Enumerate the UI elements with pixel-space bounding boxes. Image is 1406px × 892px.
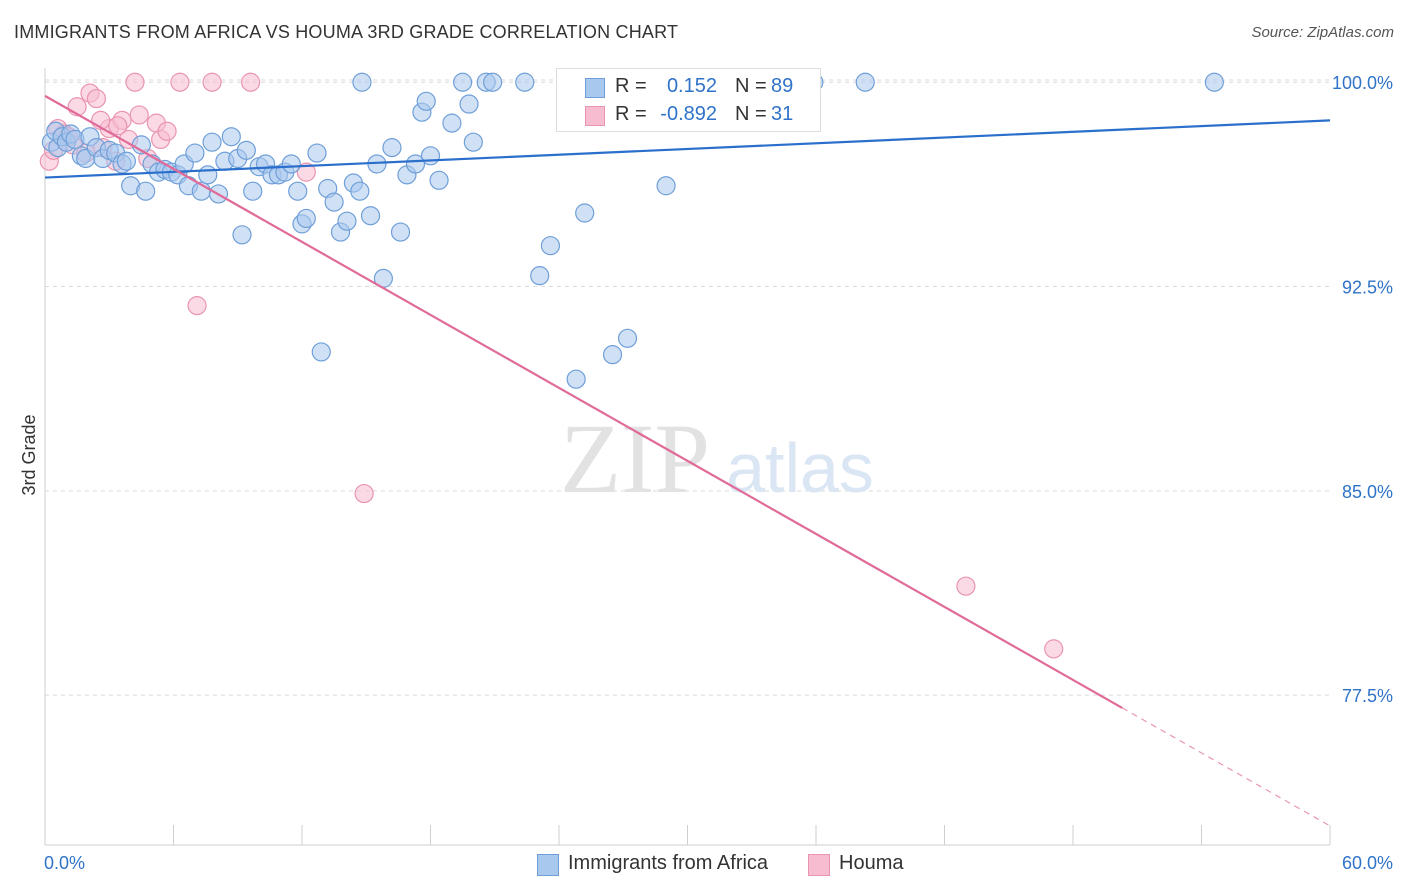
africa-point (324, 192, 344, 212)
africa-point (405, 154, 426, 174)
africa-point (429, 170, 449, 190)
houma-point (1044, 639, 1064, 659)
houma-point (129, 105, 149, 125)
houma-point (157, 121, 177, 141)
houma-point (170, 72, 190, 92)
africa-point (382, 138, 402, 158)
houma-point (354, 483, 374, 504)
legend-n-label: N = (735, 103, 767, 125)
houma-trend-extension (1121, 707, 1331, 827)
africa-point (307, 143, 327, 163)
legend-r-label: R = (615, 103, 647, 125)
houma-point (187, 296, 207, 316)
houma-point (108, 116, 128, 136)
africa-point (416, 91, 436, 111)
africa-point (515, 72, 535, 92)
africa-point (530, 266, 550, 286)
houma-point (241, 72, 261, 92)
africa-point (566, 369, 586, 389)
africa-point (350, 181, 370, 201)
correlation-legend: R = 0.152 N = 89 R = -0.892 N = 31 (556, 68, 821, 132)
legend-label-houma: Houma (839, 852, 904, 874)
legend-label-africa: Immigrants from Africa (568, 852, 769, 874)
x-tick-label: 60.0% (1342, 853, 1393, 873)
africa-point (232, 225, 252, 245)
y-axis-label: 3rd Grade (19, 414, 39, 495)
legend-row-houma: R = -0.892 N = 31 (557, 101, 820, 129)
africa-point (221, 127, 241, 147)
watermark-atlas: atlas (726, 429, 874, 507)
africa-trend-line (44, 119, 1331, 179)
legend-n-value: 31 (771, 103, 794, 125)
chart-title: IMMIGRANTS FROM AFRICA VS HOUMA 3RD GRAD… (14, 22, 679, 42)
legend-r-value: 0.152 (666, 75, 717, 97)
legend-n-label: N = (735, 75, 767, 97)
africa-point (390, 222, 411, 242)
houma-point (956, 576, 976, 596)
legend-r-label: R = (615, 75, 647, 97)
houma-point (86, 88, 107, 109)
africa-point (442, 113, 462, 133)
africa-point (185, 143, 205, 163)
africa-point (236, 140, 256, 160)
africa-point (116, 151, 136, 171)
legend-swatch-pink (808, 854, 830, 876)
africa-point (575, 203, 595, 223)
africa-point (281, 154, 301, 174)
africa-point (855, 72, 875, 92)
watermark-zip: ZIP (560, 403, 710, 514)
africa-point (420, 146, 441, 166)
legend-swatch-pink (585, 106, 605, 126)
africa-point (136, 181, 156, 201)
legend-n-value: 89 (771, 75, 794, 97)
africa-point (617, 328, 638, 348)
africa-point (202, 132, 222, 152)
series-legend: Immigrants from Africa Houma (0, 852, 1406, 878)
africa-point (311, 342, 331, 362)
y-tick-label: 85.0% (1342, 482, 1393, 502)
houma-point (125, 72, 145, 92)
africa-point (337, 211, 357, 231)
legend-swatch-blue (585, 78, 605, 98)
x-tick-label: 0.0% (44, 853, 85, 873)
africa-point (243, 181, 263, 201)
africa-point (1204, 72, 1224, 92)
legend-swatch-blue (537, 854, 559, 876)
y-tick-label: 100.0% (1332, 73, 1393, 93)
legend-row-africa: R = 0.152 N = 89 (557, 73, 820, 101)
africa-point (459, 94, 479, 114)
africa-point (602, 345, 623, 365)
africa-point (540, 236, 561, 256)
houma-point (202, 72, 222, 92)
africa-point (463, 132, 483, 152)
source-credit: Source: ZipAtlas.com (1251, 24, 1394, 41)
africa-point (352, 72, 372, 92)
africa-point (483, 72, 503, 92)
africa-point (360, 206, 381, 226)
houma-point (296, 162, 316, 182)
africa-point (453, 72, 473, 92)
y-tick-label: 77.5% (1342, 686, 1393, 706)
africa-point (656, 176, 676, 196)
houma-trend-line (44, 94, 1123, 709)
africa-point (288, 181, 308, 201)
legend-r-value: -0.892 (660, 103, 717, 125)
africa-point (198, 165, 218, 185)
y-tick-label: 92.5% (1342, 278, 1393, 298)
africa-point (296, 208, 316, 229)
